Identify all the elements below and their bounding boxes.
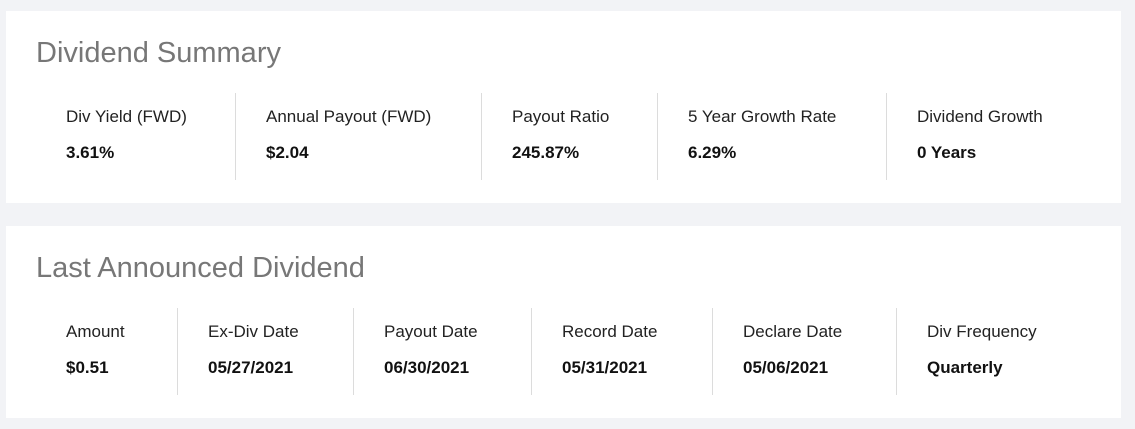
stat-value: 05/31/2021 [562, 358, 648, 377]
stat-label: Record Date [562, 322, 658, 341]
stat: Amount $0.51 [35, 308, 125, 395]
stat-label: Amount [66, 322, 125, 341]
stat: Annual Payout (FWD) $2.04 [235, 93, 431, 180]
stat-value: 0 Years [917, 143, 977, 162]
stat: Dividend Growth 0 Years [886, 93, 1043, 180]
stat: 5 Year Growth Rate 6.29% [657, 93, 836, 180]
stat-label: Div Yield (FWD) [66, 107, 187, 126]
stat-value: 245.87% [512, 143, 580, 162]
stat-label: 5 Year Growth Rate [688, 107, 837, 126]
stat-label: Ex-Div Date [208, 322, 299, 341]
stat-label: Div Frequency [927, 322, 1037, 341]
card-title: Last Announced Dividend [36, 252, 365, 284]
stat: Div Frequency Quarterly [896, 308, 1037, 395]
stat-label: Annual Payout (FWD) [266, 107, 432, 126]
stat-value: 6.29% [688, 143, 737, 162]
stat-value: 05/06/2021 [743, 358, 829, 377]
stat-label: Dividend Growth [917, 107, 1043, 126]
summary-card: Dividend Summary Div Yield (FWD) 3.61% An… [6, 11, 1121, 203]
last-dividend-card: Last Announced Dividend Amount $0.51 Ex-D… [6, 226, 1121, 418]
stat-label: Payout Ratio [512, 107, 610, 126]
stat-value: 06/30/2021 [384, 358, 470, 377]
stat-label: Payout Date [384, 322, 478, 341]
card-title: Dividend Summary [36, 37, 281, 69]
stat-value: 05/27/2021 [208, 358, 294, 377]
stat: Div Yield (FWD) 3.61% [35, 93, 187, 180]
stat: Payout Ratio 245.87% [481, 93, 609, 180]
stat-value: Quarterly [927, 358, 1003, 377]
stat-value: 3.61% [66, 143, 115, 162]
stat: Record Date 05/31/2021 [531, 308, 657, 395]
stat-value: $2.04 [266, 143, 309, 162]
stat: Payout Date 06/30/2021 [353, 308, 478, 395]
stat: Declare Date 05/06/2021 [712, 308, 842, 395]
stat-label: Declare Date [743, 322, 843, 341]
stat-value: $0.51 [66, 358, 109, 377]
stat: Ex-Div Date 05/27/2021 [177, 308, 299, 395]
